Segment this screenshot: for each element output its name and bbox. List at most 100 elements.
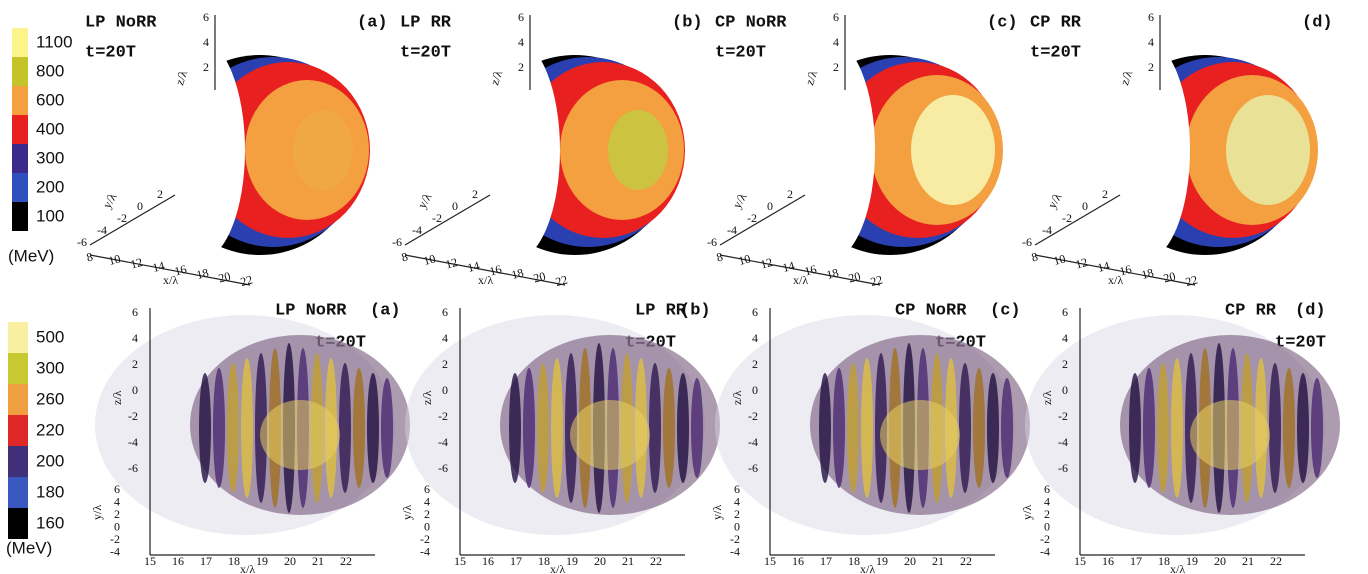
label: 0 [734,519,740,533]
label: 2 [752,357,758,371]
label: 19 [876,554,888,568]
label: 21 [932,554,944,568]
label: 2 [1062,357,1068,371]
label: z/λ [802,68,820,87]
axis [89,194,176,246]
label: 15 [454,554,466,568]
label: 0 [114,519,120,533]
label: 10 [422,251,437,268]
label: 500 [36,327,64,346]
label: 12 [1074,255,1089,272]
label: -4 [1058,435,1068,449]
label: 16 [803,262,818,279]
label: 10 [107,251,122,268]
label: 18 [1140,265,1155,282]
particle-cloud [911,95,995,205]
label: 2 [518,60,524,74]
label: 220 [36,420,64,439]
label: 0 [424,519,430,533]
label: t=20T [1275,333,1326,352]
label: 20 [1162,269,1177,286]
label: 22 [1270,554,1282,568]
label: 21 [1242,554,1254,568]
label: 19 [256,554,268,568]
label: 2 [114,507,120,521]
label: 18 [195,265,210,282]
label: z/λ [110,390,124,405]
label: (c) [987,13,1018,32]
label: y/λ [710,505,724,520]
axis [719,254,881,286]
label: z/λ [487,68,505,87]
particle-core [880,400,960,470]
colorbar-swatch [12,86,28,115]
label: -4 [730,544,740,558]
label: x/λ [793,273,808,287]
label: -2 [117,211,127,225]
colorbar-swatch [12,57,28,86]
label: 4 [518,35,524,49]
colorbar-swatch [8,477,28,508]
label: y/λ [1020,505,1034,520]
label: 16 [172,554,184,568]
label: (MeV) [6,538,52,557]
label: 20 [594,554,606,568]
particle-stripe [1311,378,1323,478]
label: t=20T [400,43,451,62]
label: 0 [452,199,458,213]
label: -6 [392,235,402,249]
particle-stripe [847,363,859,493]
label: -6 [1058,461,1068,475]
label: 20 [1214,554,1226,568]
label: 17 [200,554,212,568]
label: (MeV) [8,246,54,265]
label: 0 [137,199,143,213]
particle-stripe [537,363,549,493]
colorbar-swatch [8,322,28,353]
label: 17 [820,554,832,568]
label: 4 [1062,331,1068,345]
label: 2 [734,507,740,521]
label: 15 [1074,554,1086,568]
label: 6 [752,305,758,319]
label: 10 [737,251,752,268]
label: -6 [438,461,448,475]
label: -2 [438,409,448,423]
label: -4 [748,435,758,449]
label: 22 [554,272,569,289]
label: t=20T [715,43,766,62]
label: 20 [532,269,547,286]
particle-stripe [213,368,225,488]
label: 19 [566,554,578,568]
label: -4 [727,223,737,237]
label: 18 [538,554,550,568]
label: (a) [357,13,388,32]
particle-cloud [293,110,353,190]
label: z/λ [1040,390,1054,405]
label: -2 [1062,211,1072,225]
label: -4 [420,544,430,558]
label: 17 [510,554,522,568]
label: 300 [36,148,64,167]
label: -6 [707,235,717,249]
label: -2 [128,409,138,423]
label: 18 [825,265,840,282]
label: x/λ [860,562,875,574]
label: -4 [97,223,107,237]
axis [404,254,566,286]
colorbar-swatch [12,115,28,144]
label: z/λ [172,68,190,87]
label: 18 [848,554,860,568]
label: z/λ [1117,68,1135,87]
label: 8 [1030,249,1039,264]
label: z/λ [730,390,744,405]
label: -4 [412,223,422,237]
colorbar-swatch [8,384,28,415]
label: 2 [1044,507,1050,521]
particle-core [260,400,340,470]
label: 200 [36,451,64,470]
colorbar-swatch [12,202,28,231]
label: -4 [1042,223,1052,237]
label: 6 [734,482,740,496]
particle-stripe [1157,363,1169,493]
